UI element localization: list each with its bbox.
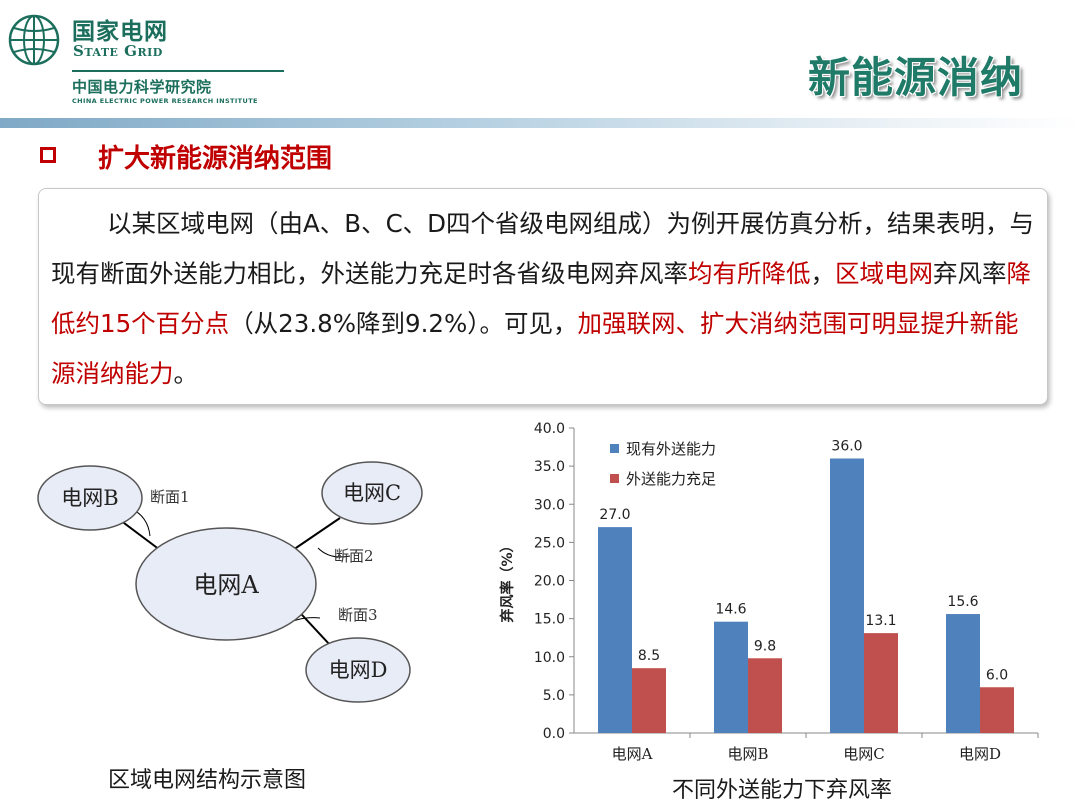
legend-label: 现有外送能力 xyxy=(626,440,716,458)
chart-svg: 0.0 5.0 10.0 15.0 20.0 25.0 30.0 35.0 40.0 弃风率（%）… xyxy=(499,421,1039,763)
bar-sufficient xyxy=(980,687,1014,733)
y-axis-label: 弃风率（%） xyxy=(499,538,516,623)
data-label: 27.0 xyxy=(599,507,630,523)
bar-existing xyxy=(830,458,864,733)
section-label-1: 断面1 xyxy=(150,488,190,506)
node-c xyxy=(321,461,423,525)
bar-existing xyxy=(946,614,980,733)
x-tick-label: 电网A xyxy=(612,745,653,763)
node-b xyxy=(37,465,143,531)
y-tick-label: 20.0 xyxy=(534,574,565,590)
bar-sufficient xyxy=(748,658,782,733)
y-tick-label: 15.0 xyxy=(534,612,565,628)
y-tick-label: 10.0 xyxy=(534,650,565,666)
data-label: 8.5 xyxy=(638,648,660,664)
data-label: 15.6 xyxy=(947,594,978,610)
highlight-text-3: 降低约15个百分点 xyxy=(51,259,1031,338)
highlight-text-4: 加强联网、扩大消纳范围可明显提升新能源消纳能力 xyxy=(51,309,1019,388)
body-text-5: 。 xyxy=(173,359,199,388)
y-tick-label: 0.0 xyxy=(543,726,565,742)
bar-sufficient xyxy=(632,668,666,733)
legend-swatch xyxy=(610,474,619,483)
data-label: 13.1 xyxy=(865,613,896,629)
body-text-3: 弃风率 xyxy=(933,259,1007,288)
link-a-b xyxy=(119,519,161,551)
data-label: 36.0 xyxy=(831,439,862,455)
body-text-1: 以某区域电网（由A、B、C、D四个省级电网组成）为例开展仿真分析，结果表明，与现… xyxy=(51,209,1035,288)
diagram-caption: 区域电网结构示意图 xyxy=(108,768,307,793)
data-label: 9.8 xyxy=(754,638,776,654)
bar-existing xyxy=(714,621,748,733)
summary-paragraph: 以某区域电网（由A、B、C、D四个省级电网组成）为例开展仿真分析，结果表明，与现… xyxy=(51,199,1039,399)
slide-header: 国家电网 State Grid 中国电力科学研究院 CHINA ELECTRIC… xyxy=(0,0,1080,128)
logo-divider xyxy=(72,70,284,72)
x-tick-label: 电网C xyxy=(843,745,884,763)
logo-name-cn: 国家电网 xyxy=(72,19,168,45)
slide-title: 新能源消纳 xyxy=(808,53,1024,102)
node-label-b: 电网B xyxy=(61,486,118,510)
section-label-3: 断面3 xyxy=(338,606,378,624)
node-label-a: 电网A xyxy=(193,571,259,599)
legend-swatch xyxy=(610,444,619,453)
link-a-c xyxy=(289,517,341,553)
node-label-d: 电网D xyxy=(329,658,388,682)
y-tick-label: 25.0 xyxy=(534,535,565,551)
section-arc-2 xyxy=(317,547,351,558)
section-title: 扩大新能源消纳范围 xyxy=(98,144,333,174)
bar-existing xyxy=(598,527,632,733)
body-text-4: （从23.8%降到9.2%）。可见， xyxy=(229,309,578,338)
institute-name-en: CHINA ELECTRIC POWER RESEARCH INSTITUTE xyxy=(72,97,258,105)
x-tick-label: 电网B xyxy=(727,745,768,763)
y-tick-label: 5.0 xyxy=(543,688,565,704)
highlight-text-1: 均有所降低 xyxy=(688,259,811,288)
data-label: 6.0 xyxy=(986,667,1008,683)
header-band xyxy=(0,118,1080,128)
legend-label: 外送能力充足 xyxy=(626,470,716,488)
y-tick-label: 35.0 xyxy=(534,459,565,475)
node-a xyxy=(135,527,317,641)
y-tick-label: 30.0 xyxy=(534,497,565,513)
institute-name-cn: 中国电力科学研究院 xyxy=(72,78,212,96)
node-label-c: 电网C xyxy=(343,481,401,505)
node-d xyxy=(305,637,411,703)
logo-name-en: State Grid xyxy=(73,42,163,60)
grid-structure-diagram: 电网B 电网C 电网A 电网D 断面1 断面2 断面3 xyxy=(30,440,460,730)
bar-sufficient xyxy=(864,633,898,733)
hollow-square-bullet-icon xyxy=(40,147,56,163)
data-label: 14.6 xyxy=(715,602,746,618)
section-label-2: 断面2 xyxy=(334,547,374,565)
summary-text-box: 以某区域电网（由A、B、C、D四个省级电网组成）为例开展仿真分析，结果表明，与现… xyxy=(38,188,1048,405)
highlight-text-2: 区域电网 xyxy=(835,259,933,288)
state-grid-globe-icon xyxy=(8,14,60,66)
x-tick-label: 电网D xyxy=(959,745,1001,763)
chart-title: 不同外送能力下弃风率 xyxy=(672,778,893,803)
curtailment-bar-chart: 0.0 5.0 10.0 15.0 20.0 25.0 30.0 35.0 40.0 弃风率（%）… xyxy=(490,410,1050,780)
grid-structure-svg: 电网B 电网C 电网A 电网D 断面1 断面2 断面3 xyxy=(37,461,423,703)
y-tick-label: 40.0 xyxy=(534,421,565,437)
body-text-2: ， xyxy=(810,259,836,288)
